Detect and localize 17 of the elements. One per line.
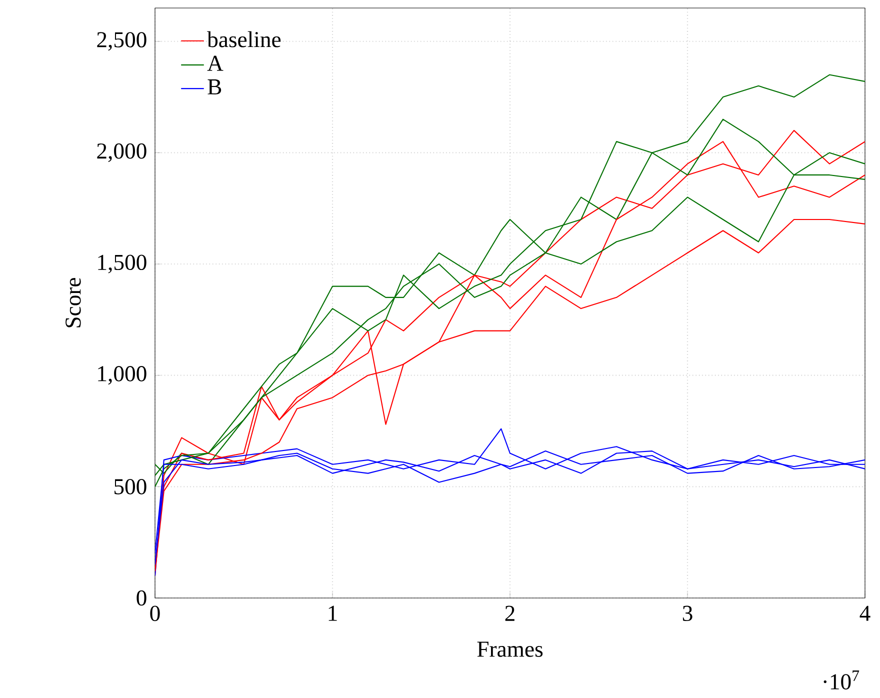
legend-label: A: [207, 56, 224, 71]
x-tick-label: 0: [150, 606, 160, 622]
x-tick-label: 3: [682, 606, 692, 622]
y-tick-label: 1,000: [98, 366, 146, 385]
y-tick-label: 0: [136, 590, 146, 606]
x-tick-label: 4: [860, 606, 870, 621]
x-tick-label: 2: [505, 606, 514, 621]
y-tick-label: 2,000: [97, 143, 146, 162]
y-axis-title: Score: [66, 278, 81, 328]
x-tick-label: 1: [328, 606, 337, 621]
text: ·10$^{7}$: [824, 670, 860, 690]
y-tick-label: 1,500: [98, 254, 146, 274]
legend-label: baseline: [207, 31, 281, 48]
y-tick-label: 500: [114, 479, 146, 494]
x-axis-title: Frames: [477, 642, 543, 657]
y-tick-label: 2,500: [97, 32, 146, 51]
legend-label: B: [208, 79, 222, 94]
